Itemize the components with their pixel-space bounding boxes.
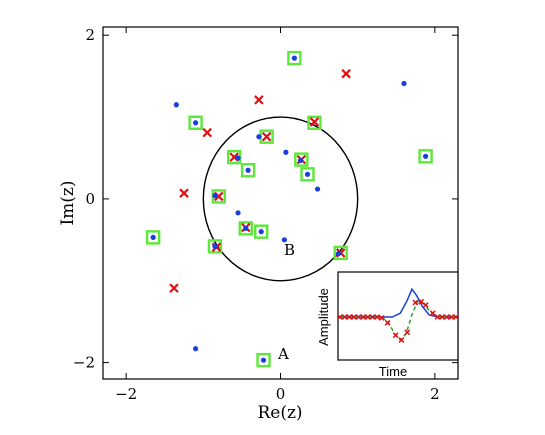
square-marker <box>145 230 161 245</box>
inset-cross-marker <box>429 310 436 317</box>
dot-marker <box>243 225 249 231</box>
square-marker <box>307 115 322 130</box>
x-tick-label: 2 <box>430 385 440 403</box>
main-axis-ticks: −2 0 2 −2 0 2 <box>73 26 458 403</box>
inset-cross-marker <box>412 299 419 306</box>
main-data-layer <box>145 50 433 368</box>
dot-marker <box>297 157 304 164</box>
cross-marker <box>169 283 179 293</box>
dot-marker <box>150 234 156 240</box>
inset-frame <box>337 271 459 361</box>
dot-marker <box>283 149 289 155</box>
dot-marker <box>235 210 241 216</box>
annotation-b: B <box>284 241 295 259</box>
square-marker <box>207 239 223 254</box>
inset-cross-marker <box>453 314 459 320</box>
dot-marker <box>258 229 264 235</box>
inset-cross-marker <box>337 314 343 320</box>
inset-cross-marker <box>404 329 411 336</box>
unit-circle <box>202 116 359 282</box>
inset-cross-marker <box>398 337 405 343</box>
dot-marker <box>401 80 407 87</box>
dot-marker <box>256 134 262 140</box>
inset-cross-marker <box>392 332 399 339</box>
dot-marker <box>422 153 429 159</box>
cross-marker <box>341 68 351 79</box>
square-marker <box>240 163 256 178</box>
cross-marker <box>254 95 264 105</box>
inset-cross-marker <box>360 314 367 320</box>
inset-cross-marker <box>364 314 371 320</box>
inset-solid-line <box>340 287 456 318</box>
inset-cross-marker <box>443 314 450 320</box>
annotation-a: A <box>277 345 289 363</box>
square-marker <box>256 352 271 368</box>
dot-marker <box>193 346 199 352</box>
square-marker <box>333 245 348 261</box>
dot-marker <box>281 237 287 243</box>
inset-cross-marker <box>374 314 381 320</box>
dot-marker <box>304 171 311 177</box>
inset-cross-marker <box>422 302 429 308</box>
dot-marker <box>212 243 218 249</box>
dot-marker <box>193 120 199 126</box>
cross-marker <box>179 188 189 198</box>
cross-marker <box>202 127 212 138</box>
inset-cross-marker <box>378 315 385 321</box>
dot-marker <box>314 186 321 192</box>
inset-chart: Time Amplitude <box>316 271 459 379</box>
inset-cross-marker <box>346 314 353 320</box>
square-marker <box>188 115 203 130</box>
inset-y-label: Amplitude <box>316 288 331 346</box>
dot-marker <box>335 251 341 257</box>
inset-cross-marker <box>448 314 455 320</box>
inset-cross-marker <box>350 314 357 320</box>
inset-cross-marker <box>434 314 441 320</box>
inset-cross-marker <box>341 314 348 320</box>
dot-marker <box>260 357 267 363</box>
cross-marker <box>309 117 320 127</box>
dot-marker <box>245 167 251 173</box>
y-tick-label: −2 <box>73 354 95 372</box>
dot-marker <box>291 55 297 61</box>
inset-cross-marker <box>439 314 446 320</box>
x-axis-label: Re(z) <box>257 403 302 423</box>
square-marker <box>300 167 315 182</box>
x-tick-label: −2 <box>115 385 137 403</box>
inset-cross-marker <box>418 298 425 305</box>
cross-marker <box>261 131 272 142</box>
y-tick-label: 2 <box>85 26 95 44</box>
inset-data-layer <box>337 287 459 343</box>
inset-cross-marker <box>369 314 376 320</box>
square-marker <box>418 149 433 164</box>
dot-marker <box>235 155 241 161</box>
y-tick-label: 0 <box>85 190 95 208</box>
x-tick-label: 0 <box>276 385 286 403</box>
square-marker <box>254 224 269 239</box>
dot-marker <box>173 102 179 108</box>
dot-marker <box>212 193 218 199</box>
square-marker <box>287 50 302 66</box>
inset-cross-marker <box>355 314 362 320</box>
square-marker <box>294 152 309 167</box>
inset-x-label: Time <box>379 364 407 379</box>
square-marker <box>238 221 253 236</box>
inset-cross-marker <box>384 319 391 326</box>
y-axis-label: Im(z) <box>58 180 78 225</box>
